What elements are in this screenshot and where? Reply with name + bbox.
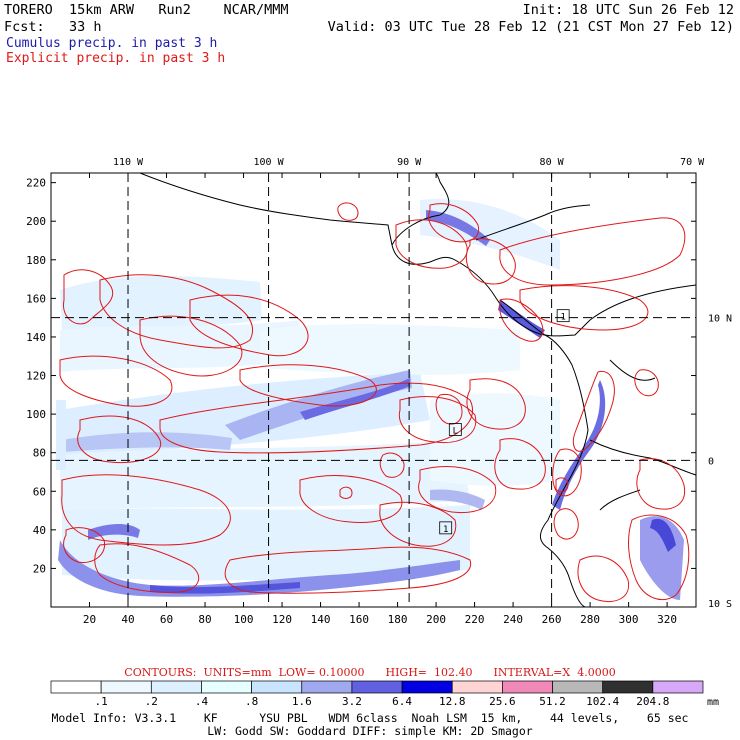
y-tick-label: 140 [26,331,46,344]
x-tick-label: 320 [657,613,677,626]
annotation-label: 1 [560,313,565,323]
y-tick-label: 40 [33,524,46,537]
colorbar-swatch [401,680,453,694]
y-tick-label: 200 [26,215,46,228]
colorbar-swatch [150,680,202,694]
colorbar-swatch [552,680,604,694]
x-tick-label: 240 [503,613,523,626]
x-tick-label: 220 [465,613,485,626]
colorbar-label: 1.6 [292,695,312,708]
colorbar: .1 .2 .4 .8 1.6 3.2 6.4 12.8 25.6 51.2 102.4 204.8 m… [50,680,719,708]
colorbar-label: 3.2 [342,695,362,708]
colorbar-swatch [451,680,503,694]
colorbar-label: 204.8 [636,695,669,708]
x-tick-label: 280 [580,613,600,626]
physics-info: LW: Godd SW: Goddard DIFF: simple KM: 2D… [207,724,533,738]
legend-cumulus-precip: Cumulus precip. in past 3 h [6,36,218,51]
init-time: Init: 18 UTC Sun 26 Feb 12 [522,2,734,18]
x-tick-label: 200 [426,613,446,626]
y-tick-label: 100 [26,408,46,421]
annotation-label: L [453,426,458,436]
lat-label: 10 N [708,314,732,325]
colorbar-label: .8 [245,695,258,708]
y-axis-ticks: 20 40 60 80 100 120 140 160 180 200 220 [26,177,696,575]
colorbar-swatch [301,680,353,694]
lon-label: 70 W [680,157,705,168]
contour-info: CONTOURS: UNITS=mm LOW= 0.10000 HIGH= 10… [124,666,616,679]
x-tick-label: 180 [388,613,408,626]
annotation-box [556,309,570,323]
precip-shading [56,199,684,600]
colorbar-label: 12.8 [439,695,466,708]
colorbar-swatch [100,680,152,694]
x-tick-label: 20 [83,613,96,626]
colorbar-swatch [50,680,102,694]
colorbar-swatch [602,680,654,694]
lon-label: 80 W [540,157,565,168]
colorbar-swatch [351,680,403,694]
colorbar-swatch [201,680,252,694]
latitude-labels: 10 N 0 10 S [708,314,732,610]
colorbar-label: 6.4 [392,695,412,708]
colorbar-label: 51.2 [539,695,566,708]
forecast-hour: Fcst: 33 h [4,19,102,35]
lat-label: 0 [708,456,714,467]
lat-label: 10 S [708,599,732,610]
x-tick-label: 160 [349,613,369,626]
longitude-labels: 110 W 100 W 90 W 80 W 70 W [113,157,705,168]
x-tick-label: 40 [121,613,134,626]
y-tick-label: 160 [26,292,46,305]
y-tick-label: 60 [33,485,46,498]
coastlines [139,173,696,607]
explicit-contours [59,202,690,603]
legend-explicit-precip: Explicit precip. in past 3 h [6,51,226,66]
model-info: Model Info: V3.3.1 KF YSU PBL WDM 6class… [51,711,689,725]
plot-frame [50,172,697,608]
colorbar-label: .1 [95,695,108,708]
x-tick-label: 140 [311,613,331,626]
annotation-box [439,521,453,535]
x-tick-label: 100 [234,613,254,626]
x-tick-label: 80 [198,613,211,626]
y-tick-label: 20 [33,562,46,575]
y-tick-label: 180 [26,254,46,267]
model-title: TORERO 15km ARW Run2 NCAR/MMM [4,2,289,18]
annotation-box [448,423,462,436]
x-tick-label: 300 [619,613,639,626]
latlon-grid [51,173,696,607]
colorbar-unit: mm [707,697,719,708]
colorbar-swatch [251,680,303,694]
lon-label: 90 W [397,157,422,168]
y-tick-label: 220 [26,177,46,190]
x-axis-ticks: 20 40 60 80 100 120 140 160 180 200 220 240 260 280 30… [83,173,677,626]
lon-label: 110 W [113,157,144,168]
colorbar-label: 25.6 [489,695,516,708]
colorbar-swatch [502,680,553,694]
colorbar-swatch [652,680,704,694]
colorbar-label: .4 [195,695,209,708]
annotation-label: 1 [443,525,448,535]
y-tick-label: 80 [33,447,46,460]
x-tick-label: 120 [272,613,292,626]
y-tick-label: 120 [26,370,46,383]
x-tick-label: 60 [160,613,173,626]
x-tick-label: 260 [542,613,562,626]
map-annotations: L 1 1 [439,309,570,535]
colorbar-label: .2 [145,695,158,708]
lon-label: 100 W [254,157,285,168]
colorbar-label: 102.4 [586,695,619,708]
valid-time: Valid: 03 UTC Tue 28 Feb 12 (21 CST Mon … [327,19,734,35]
